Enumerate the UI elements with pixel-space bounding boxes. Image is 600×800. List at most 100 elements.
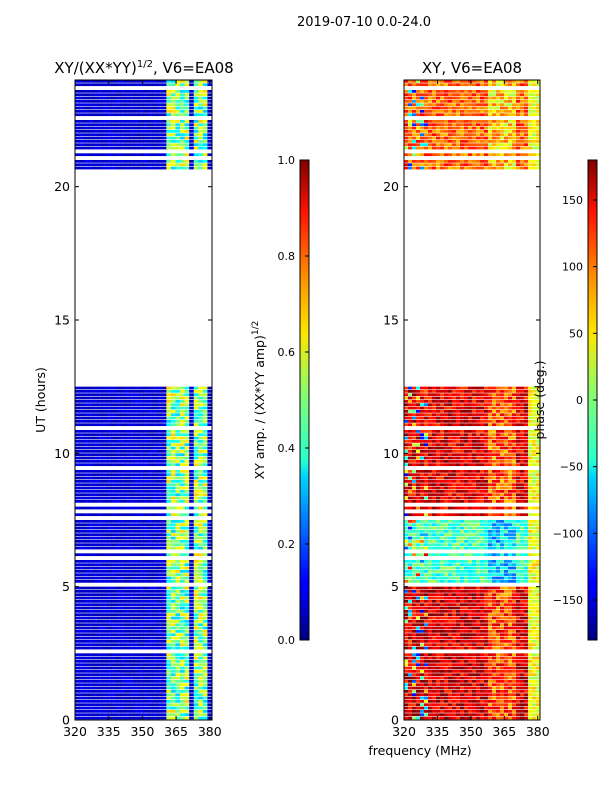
phase-cell (504, 676, 509, 680)
amplitude-cell (84, 580, 90, 583)
amplitude-cell (106, 140, 112, 143)
amplitude-cell (207, 110, 212, 113)
amplitude-cell (138, 460, 144, 463)
phase-cell (480, 696, 485, 700)
phase-cell (432, 573, 437, 577)
phase-cell (444, 703, 449, 707)
phase-cell (476, 596, 481, 600)
amplitude-cell (138, 563, 144, 567)
amplitude-cell (125, 136, 131, 140)
amplitude-cell (189, 593, 195, 597)
phase-cell (508, 663, 513, 667)
amplitude-cell (184, 456, 190, 460)
amplitude-cell (120, 480, 126, 483)
amplitude-cell (97, 663, 103, 667)
amplitude-cell (79, 640, 85, 643)
amplitude-cell (93, 686, 99, 690)
phase-cell (536, 613, 540, 617)
phase-cell (416, 616, 421, 620)
amplitude-cell (180, 500, 185, 503)
amplitude-cell (116, 653, 122, 657)
amplitude-cell (193, 620, 199, 623)
phase-cell (520, 703, 525, 707)
phase-cell (528, 593, 533, 597)
amplitude-cell (79, 570, 85, 573)
amplitude-cell (79, 633, 85, 637)
amplitude-cell (88, 606, 94, 610)
amplitude-cell (180, 476, 185, 480)
phase-cell (428, 670, 433, 673)
amplitude-cell (170, 666, 176, 670)
amplitude-cell (161, 526, 167, 530)
phase-cell (464, 656, 469, 660)
phase-cell (456, 686, 461, 690)
phase-cell (532, 606, 537, 610)
phase-cell (432, 586, 437, 590)
amplitude-cell (120, 563, 126, 567)
phase-cell (520, 616, 525, 620)
phase-cell (524, 620, 529, 623)
amplitude-cell (134, 490, 140, 493)
phase-cell (488, 653, 493, 657)
phase-cell (472, 700, 477, 703)
phase-cell (424, 603, 429, 607)
amplitude-cell (189, 520, 195, 523)
amplitude-cell (198, 450, 204, 453)
phase-cell (492, 600, 497, 603)
amplitude-cell (143, 626, 149, 630)
phase-cell (448, 673, 453, 677)
phase-cell (452, 613, 457, 617)
amplitude-cell (106, 446, 112, 450)
phase-cell (492, 580, 497, 583)
phase-cell (424, 606, 429, 610)
phase-cell (404, 710, 409, 713)
amplitude-cell (111, 613, 117, 617)
phase-cell (500, 600, 505, 603)
phase-cell (524, 696, 529, 700)
amplitude-cell (161, 533, 167, 537)
amplitude-cell (175, 536, 181, 540)
amplitude-cell (111, 506, 117, 510)
phase-cell (512, 666, 517, 670)
phase-cell (456, 580, 461, 583)
amplitude-cell (202, 660, 208, 663)
amplitude-cell (138, 416, 144, 420)
phase-cell (504, 690, 509, 693)
amplitude-cell (106, 113, 112, 117)
amplitude-cell (88, 526, 94, 530)
amplitude-cell (157, 143, 163, 147)
phase-cell (528, 606, 533, 610)
amplitude-cell (125, 440, 131, 443)
amplitude-cell (125, 493, 131, 497)
amplitude-cell (93, 126, 99, 130)
amplitude-cell (75, 460, 80, 463)
phase-cell (496, 620, 501, 623)
phase-cell (436, 700, 441, 703)
amplitude-cell (129, 400, 135, 403)
amplitude-cell (193, 500, 199, 503)
amplitude-cell (129, 526, 135, 530)
amplitude-cell (170, 543, 176, 547)
amplitude-cell (88, 153, 94, 157)
amplitude-cell (180, 446, 185, 450)
amplitude-cell (75, 620, 80, 623)
amplitude-cell (125, 106, 131, 110)
amplitude-cell (166, 716, 172, 720)
amplitude-cell (202, 640, 208, 643)
phase-cell (536, 676, 540, 680)
phase-cell (452, 586, 457, 590)
amplitude-cell (202, 110, 208, 113)
amplitude-cell (207, 490, 212, 493)
amplitude-cell (129, 140, 135, 143)
phase-cell (408, 630, 413, 633)
phase-cell (408, 633, 413, 637)
amplitude-cell (79, 673, 85, 677)
amplitude-cell (189, 140, 195, 143)
amplitude-cell (102, 83, 108, 87)
amplitude-cell (198, 563, 204, 567)
amplitude-cell (106, 410, 112, 413)
amplitude-cell (170, 526, 176, 530)
phase-cell (468, 640, 473, 643)
amplitude-cell (161, 413, 167, 417)
amplitude-cell (120, 643, 126, 647)
